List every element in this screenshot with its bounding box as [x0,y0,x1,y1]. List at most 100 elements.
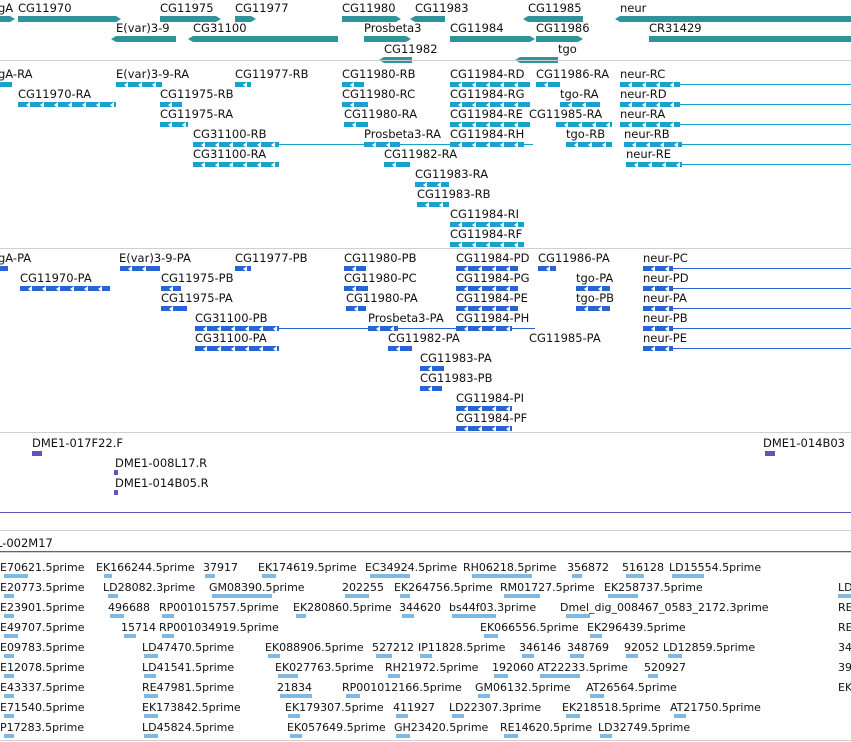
est-label[interactable]: E43337.5prime [0,681,85,694]
est-label[interactable]: IP11828.5prime [418,641,506,654]
est-label[interactable]: EK264756.5prime [394,581,493,594]
est-label[interactable]: EK280860.5prime [293,601,392,614]
est-feature[interactable] [4,714,14,718]
est-label[interactable]: RE47981.5prime [142,681,235,694]
est-label[interactable]: 192060 [492,661,534,674]
clone-feature[interactable] [114,470,118,475]
gene-feature[interactable] [620,16,851,22]
feature-label[interactable]: tgo-PB [576,291,615,305]
est-feature[interactable] [504,594,540,598]
cds-feature[interactable] [388,346,412,351]
clone-feature[interactable] [32,451,42,456]
transcript-feature[interactable] [626,162,682,167]
est-feature[interactable] [290,734,302,738]
feature-label[interactable]: tgo [558,42,577,56]
est-label[interactable]: E12078.5prime [0,661,85,674]
feature-label[interactable]: neur-PC [643,251,688,265]
est-label[interactable]: EK057649.5prime [287,721,386,734]
transcript-feature[interactable] [624,142,682,147]
est-feature[interactable] [108,594,118,598]
est-feature[interactable] [452,614,496,618]
transcript-feature[interactable] [620,122,680,127]
est-label[interactable]: E20773.5prime [0,581,85,594]
est-label[interactable]: LD28082.3prime [103,581,196,594]
cds-feature[interactable] [643,286,673,291]
est-feature[interactable] [4,694,14,698]
est-feature[interactable] [838,594,851,598]
est-feature[interactable] [4,634,18,638]
feature-label[interactable]: CG11985-RA [529,107,603,121]
transcript-feature[interactable] [556,122,612,127]
est-feature[interactable] [484,634,498,638]
cds-feature[interactable] [576,286,610,291]
est-label[interactable]: Dmel_dig_008467_0583_2172.3prime [560,601,769,614]
feature-label[interactable]: CG11983 [415,1,469,15]
transcript-feature[interactable] [415,182,449,187]
est-label[interactable]: EK066556.5prime [480,621,579,634]
est-feature[interactable] [668,654,682,658]
cds-feature[interactable] [456,426,512,431]
est-feature[interactable] [674,714,686,718]
est-feature[interactable] [478,694,490,698]
est-feature[interactable] [4,734,14,738]
cds-feature[interactable] [643,266,673,271]
est-label[interactable]: LD22307.3prime [449,701,542,714]
est-feature[interactable] [402,614,414,618]
feature-label[interactable]: CG11983-RA [415,167,489,181]
feature-label[interactable]: CG11980-PB [344,251,417,265]
gene-feature[interactable] [116,36,176,42]
transcript-feature[interactable] [620,102,680,107]
feature-label[interactable]: DME1-008L17.R [115,456,208,470]
feature-label[interactable]: CG11984-PF [456,411,528,425]
feature-label[interactable]: neur-PD [643,271,689,285]
est-label[interactable]: RP001034919.5prime [159,621,279,634]
feature-label[interactable]: DME1-017F22.F [32,436,123,450]
est-label[interactable]: RP001015757.5prime [159,601,279,614]
est-feature[interactable] [268,654,280,658]
feature-label[interactable]: CG11980-RC [342,87,416,101]
feature-label[interactable]: neur-RA [620,107,666,121]
gene-feature[interactable] [193,36,338,42]
est-label[interactable]: LD47470.5prime [142,641,235,654]
feature-label[interactable]: CG11975-RA [160,107,234,121]
cds-feature[interactable] [344,286,368,291]
est-label[interactable]: GM06132.5prime [475,681,571,694]
est-label[interactable]: RM01727.5prime [500,581,595,594]
cds-feature[interactable] [20,286,110,291]
cds-feature[interactable] [456,266,518,271]
est-feature[interactable] [212,594,272,598]
est-feature[interactable] [420,654,432,658]
feature-label[interactable]: CR31429 [649,21,702,35]
transcript-feature[interactable] [450,122,530,127]
transcript-feature[interactable] [560,102,600,107]
est-label[interactable]: RH21972.5prime [385,661,479,674]
feature-label[interactable]: CG31100-PB [195,311,268,325]
transcript-feature[interactable] [450,102,530,107]
feature-label[interactable]: CG11980-RA [344,107,418,121]
est-feature[interactable] [494,674,508,678]
est-feature[interactable] [590,694,604,698]
cds-feature[interactable] [195,326,279,331]
est-feature[interactable] [288,714,300,718]
feature-label[interactable]: E(var)3-9-PA [119,251,191,265]
feature-label[interactable]: CG11977 [235,1,289,15]
gene-feature[interactable] [364,36,406,42]
est-label[interactable]: RP001012166.5prime [342,681,462,694]
est-label[interactable]: 411927 [393,701,435,714]
est-label[interactable]: EK173842.5prime [142,701,241,714]
est-label[interactable]: EK [838,681,851,694]
est-label[interactable]: P17283.5prime [0,721,85,734]
transcript-feature[interactable] [536,82,560,87]
feature-label[interactable]: CG11982-RA [384,147,458,161]
est-label[interactable]: E71540.5prime [0,701,85,714]
feature-label[interactable]: CG11985-PA [529,331,601,345]
feature-label[interactable]: Prosbeta3-RA [364,127,442,141]
feature-label[interactable]: CG11970-RA [18,87,92,101]
feature-label[interactable]: CG11984-RH [450,127,525,141]
est-feature[interactable] [376,654,392,658]
est-feature[interactable] [452,714,464,718]
cds-feature[interactable] [643,306,673,311]
est-label[interactable]: EK218518.5prime [562,701,661,714]
est-label[interactable]: EK027763.5prime [275,661,374,674]
cds-feature[interactable] [643,326,673,331]
